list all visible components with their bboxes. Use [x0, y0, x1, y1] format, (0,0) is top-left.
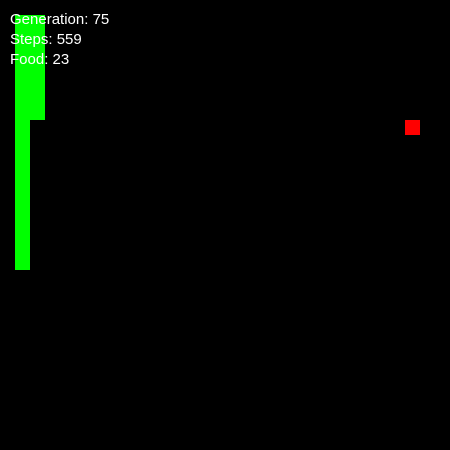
steps-readout: Steps: 559: [10, 31, 82, 48]
generation-value: 75: [92, 11, 110, 28]
food-value: 23: [52, 51, 70, 68]
food-label: Food: [10, 51, 45, 68]
steps-value: 559: [56, 31, 82, 48]
steps-label: Steps: [10, 31, 49, 48]
generation-label: Generation: [10, 11, 85, 28]
stats-overlay: Generation: 75 Steps: 559 Food: 23: [10, 10, 109, 70]
food-icon: [405, 120, 420, 135]
snake-body-segment: [15, 15, 30, 270]
food-readout: Food: 23: [10, 51, 70, 68]
snake-body-segment: [30, 15, 45, 120]
generation-readout: Generation: 75: [10, 11, 110, 28]
